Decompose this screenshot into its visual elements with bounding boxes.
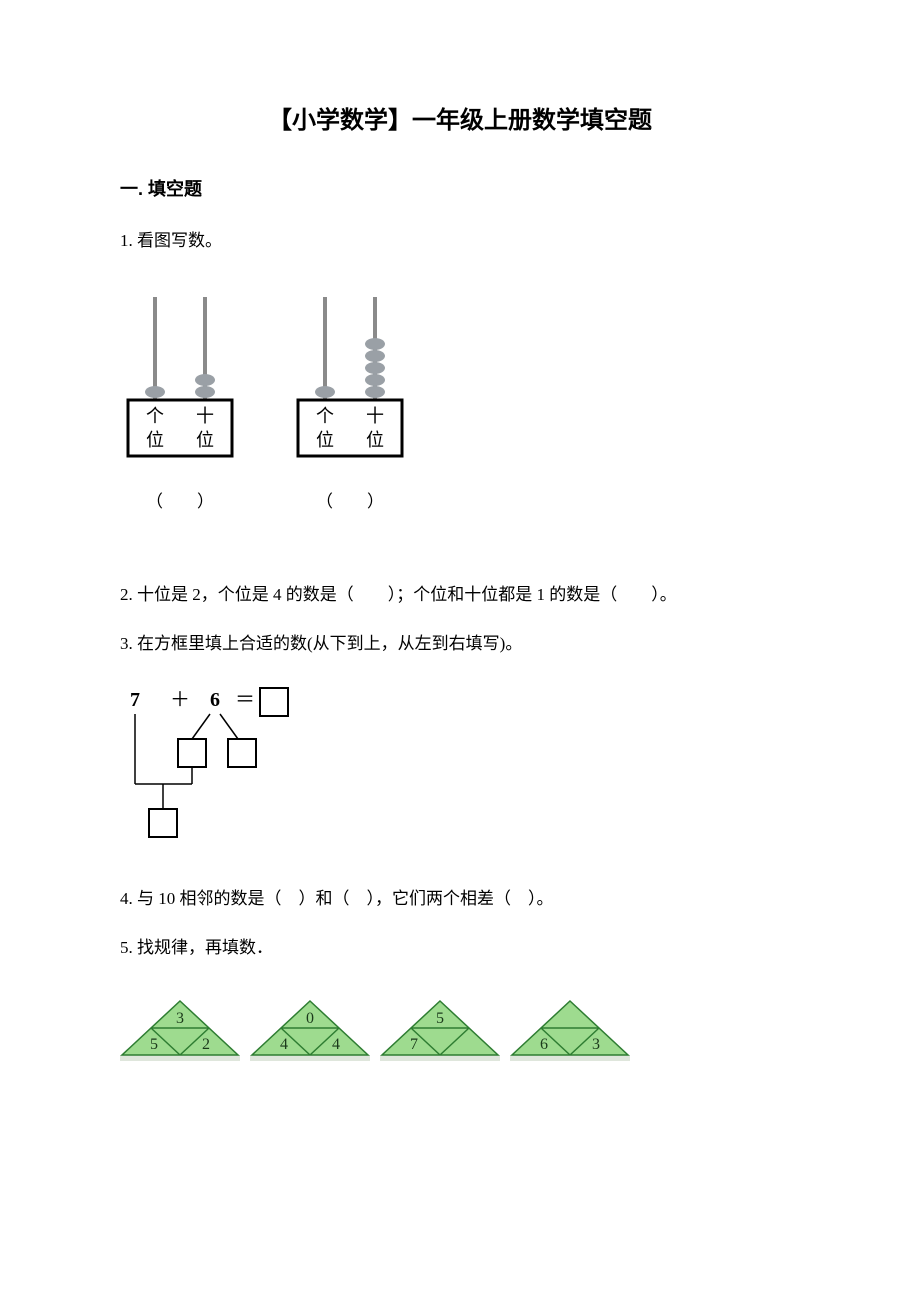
section-heading: 一. 填空题 xyxy=(120,175,800,201)
q2-text: 2. 十位是 2，个位是 4 的数是（ ）；个位和十位都是 1 的数是（ ）。 xyxy=(120,575,800,616)
expr-a: 7 xyxy=(130,689,140,711)
tri-top: 5 xyxy=(436,1010,444,1027)
q1-answer-row: （ ） （ ） xyxy=(120,487,800,512)
triangle-shadow xyxy=(380,1055,500,1061)
tri-left: 4 xyxy=(280,1036,288,1053)
q3-label: 3. 在方框里填上合适的数(从下到上，从左到右填写)。 xyxy=(120,624,800,665)
tree-line xyxy=(220,714,238,739)
answer-box[interactable] xyxy=(228,739,256,767)
abacus-bead xyxy=(195,386,215,398)
expr-eq: ＝ xyxy=(235,689,255,711)
tree-line xyxy=(192,714,210,739)
abacus-bead xyxy=(365,338,385,350)
abacus-text: 十 xyxy=(366,406,384,426)
tri-right: 2 xyxy=(202,1036,210,1053)
abacus-text: 位 xyxy=(316,430,334,450)
expr-op: ＋ xyxy=(170,689,190,711)
q1-abacus-2: 个 十 位 位 xyxy=(290,292,410,467)
expr-b: 6 xyxy=(210,689,220,711)
answer-box[interactable] xyxy=(149,809,177,837)
q5-triangles: 5 3 2 4 0 4 7 5 xyxy=(120,999,800,1061)
abacus-text: 个 xyxy=(316,406,334,426)
abacus-svg: 个 十 位 位 xyxy=(290,292,410,462)
abacus-bead xyxy=(315,386,335,398)
q1-label: 1. 看图写数。 xyxy=(120,221,800,262)
triangle-shadow xyxy=(250,1055,370,1061)
triangle-pattern: 7 5 xyxy=(380,999,500,1061)
answer-box[interactable] xyxy=(260,688,288,716)
abacus-svg: 个 十 位 位 xyxy=(120,292,240,462)
abacus-bead xyxy=(145,386,165,398)
tri-top: 0 xyxy=(306,1010,314,1027)
abacus-text: 十 xyxy=(196,406,214,426)
triangle-pattern: 6 3 xyxy=(510,999,630,1061)
q1-answer-blank: （ ） xyxy=(290,487,410,512)
abacus-bead xyxy=(195,374,215,386)
tri-left: 6 xyxy=(540,1036,548,1053)
abacus-bead xyxy=(365,362,385,374)
abacus-bead xyxy=(365,386,385,398)
q3-diagram: 7 ＋ 6 ＝ xyxy=(120,684,800,859)
page-title: 【小学数学】一年级上册数学填空题 xyxy=(120,100,800,135)
abacus-text: 位 xyxy=(146,430,164,450)
q4-text: 4. 与 10 相邻的数是（ ）和（ ），它们两个相差（ ）。 xyxy=(120,879,800,920)
tri-right: 4 xyxy=(332,1036,340,1053)
triangle-pattern: 4 0 4 xyxy=(250,999,370,1061)
abacus-bead xyxy=(365,350,385,362)
abacus-bead xyxy=(365,374,385,386)
tri-top: 3 xyxy=(176,1010,184,1027)
q5-label: 5. 找规律，再填数． xyxy=(120,928,800,969)
abacus-box xyxy=(298,400,402,456)
triangle-pattern: 5 3 2 xyxy=(120,999,240,1061)
answer-box[interactable] xyxy=(178,739,206,767)
triangle-shadow xyxy=(120,1055,240,1061)
q1-answer-blank: （ ） xyxy=(120,487,240,512)
abacus-text: 个 xyxy=(146,406,164,426)
tri-left: 5 xyxy=(150,1036,158,1053)
abacus-box xyxy=(128,400,232,456)
abacus-text: 位 xyxy=(196,430,214,450)
q1-abacus-1: 个 十 位 位 xyxy=(120,292,240,467)
tri-left: 7 xyxy=(410,1036,418,1053)
tri-right: 3 xyxy=(592,1036,600,1053)
triangle-shadow xyxy=(510,1055,630,1061)
q1-abacus-row: 个 十 位 位 个 十 位 位 xyxy=(120,292,800,467)
abacus-text: 位 xyxy=(366,430,384,450)
